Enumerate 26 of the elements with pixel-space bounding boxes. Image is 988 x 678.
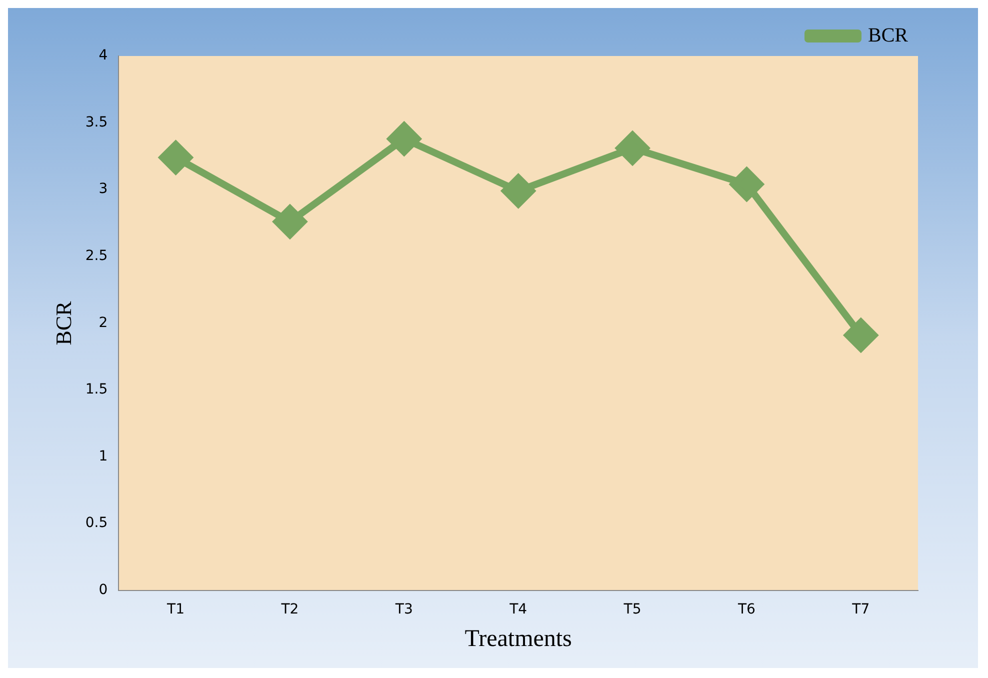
point [730, 168, 764, 201]
y-tick-label: 0 [98, 582, 108, 598]
point [616, 132, 650, 165]
x-tick-label: T5 [622, 601, 642, 618]
y-tick-label: 3.5 [85, 114, 108, 130]
point [159, 141, 192, 174]
x-tick-label: T6 [736, 601, 756, 618]
x-tick-label: T2 [280, 601, 299, 618]
y-tick-label: 3 [98, 181, 108, 198]
y-tick-label: 2 [98, 314, 108, 331]
legend-label: BCR [868, 24, 909, 46]
y-tick-label: 2.5 [85, 248, 108, 264]
point [502, 174, 535, 208]
y-tick-label: 1 [98, 448, 108, 464]
x-axis-title: Treatments [464, 626, 572, 652]
x-tick-label: T1 [166, 601, 184, 618]
point [844, 318, 878, 352]
x-tick-label: T7 [851, 601, 870, 618]
point [388, 122, 421, 156]
y-tick-label: 1.5 [85, 382, 108, 398]
x-tick-label: T3 [394, 601, 413, 618]
point [273, 205, 306, 238]
y-tick-label: 0.5 [85, 515, 108, 532]
y-axis-title: BCR [50, 300, 76, 346]
y-tick-label: 4 [98, 48, 108, 64]
x-tick-label: T4 [508, 601, 528, 618]
